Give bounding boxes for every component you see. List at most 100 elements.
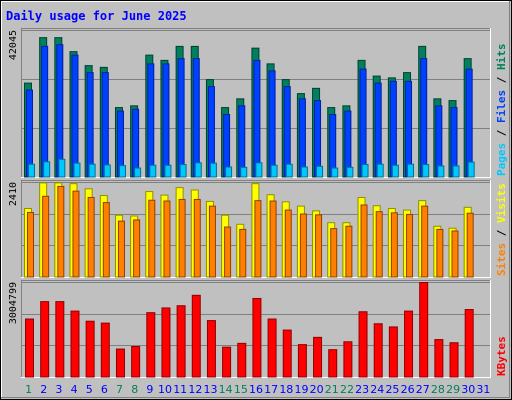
bar-pages-day-16 (255, 162, 263, 178)
bar-files-day-10 (162, 63, 170, 178)
bar-sites-day-11 (178, 198, 186, 278)
x-label-day-6: 6 (101, 383, 108, 396)
bar-files-day-6 (101, 72, 109, 178)
x-label-day-2: 2 (40, 383, 47, 396)
bar-kbytes-day-2 (40, 301, 50, 378)
bar-pages-day-9 (149, 164, 157, 178)
x-label-day-14: 14 (219, 383, 233, 396)
bar-kbytes-day-30 (464, 309, 474, 378)
bar-pages-day-8 (134, 167, 142, 178)
bar-pages-day-26 (407, 163, 415, 178)
bar-pages-day-17 (270, 164, 278, 178)
bar-pages-day-4 (73, 162, 81, 178)
bar-pages-day-10 (164, 164, 172, 178)
y-max-label: 2410 (8, 182, 19, 206)
bar-pages-day-29 (452, 165, 460, 178)
x-label-day-29: 29 (446, 383, 460, 396)
bar-kbytes-day-24 (373, 323, 383, 378)
bar-kbytes-day-3 (55, 301, 65, 378)
bar-kbytes-day-17 (267, 318, 277, 378)
series-sites (27, 185, 474, 278)
bar-kbytes-day-14 (222, 346, 232, 378)
x-label-day-4: 4 (71, 383, 78, 396)
legend-hits-files-pages: Pages / Files / Hits (495, 44, 508, 177)
legend-files: Files (495, 90, 508, 123)
bar-pages-day-25 (391, 164, 399, 178)
bar-sites-day-14 (224, 226, 232, 278)
bar-kbytes-day-29 (449, 342, 459, 378)
bar-sites-day-7 (117, 220, 125, 278)
bar-files-day-8 (132, 108, 140, 178)
x-axis-labels: 1 2 3 4 5 6 7 8 9 10 11 12 13 14 15 16 17 18 19 20 21 22 23 24 2… (25, 383, 490, 396)
x-label-day-25: 25 (385, 383, 399, 396)
bar-sites-day-20 (315, 214, 323, 278)
x-label-day-23: 23 (355, 383, 369, 396)
x-label-day-21: 21 (325, 383, 339, 396)
bar-kbytes-day-13 (206, 320, 216, 378)
bar-pages-day-2 (43, 161, 51, 178)
panel-visits-sites: 2410 Sites / Visits (8, 180, 508, 278)
legend-pages: Pages (495, 143, 508, 176)
x-label-day-31: 31 (476, 383, 490, 396)
bar-kbytes-day-16 (252, 297, 262, 378)
bar-pages-day-23 (361, 164, 369, 178)
bar-sites-day-21 (330, 228, 338, 278)
chart-panels: 42045 Pages / Files / Hits 2410 Sites / Vis… (8, 28, 508, 378)
bar-sites-day-5 (87, 196, 95, 278)
bar-files-day-3 (56, 44, 64, 178)
x-label-day-17: 17 (264, 383, 278, 396)
bar-kbytes-day-26 (404, 310, 414, 378)
bar-files-day-11 (177, 58, 185, 178)
bar-kbytes-day-10 (161, 307, 171, 378)
x-label-day-8: 8 (131, 383, 138, 396)
bar-files-day-18 (283, 86, 291, 178)
x-label-day-3: 3 (55, 383, 62, 396)
bar-sites-day-30 (466, 212, 474, 278)
series-files (26, 44, 473, 178)
legend-kbytes: KBytes (495, 336, 508, 376)
bar-kbytes-day-22 (343, 341, 353, 378)
bar-pages-day-22 (346, 166, 354, 178)
bar-sites-day-6 (102, 202, 110, 278)
bar-kbytes-day-9 (146, 312, 156, 378)
chart-title: Daily usage for June 2025 (6, 9, 187, 23)
bar-kbytes-day-27 (419, 282, 429, 378)
x-label-day-10: 10 (158, 383, 172, 396)
bar-pages-day-20 (316, 165, 324, 178)
bar-kbytes-day-28 (434, 339, 444, 378)
x-label-day-12: 12 (188, 383, 202, 396)
bar-pages-day-21 (331, 167, 339, 178)
bar-kbytes-day-4 (70, 310, 80, 378)
bar-kbytes-day-8 (131, 346, 141, 378)
bar-files-day-20 (314, 100, 322, 178)
bar-files-day-25 (389, 80, 397, 178)
y-max-label: 42045 (8, 30, 19, 60)
x-label-day-1: 1 (25, 383, 32, 396)
bar-kbytes-day-6 (100, 322, 110, 378)
bar-pages-day-11 (179, 164, 187, 178)
bar-files-day-4 (71, 54, 79, 178)
bar-sites-day-17 (269, 200, 277, 278)
bar-sites-day-25 (390, 212, 398, 278)
bar-sites-day-18 (284, 209, 292, 278)
x-label-day-13: 13 (204, 383, 218, 396)
bar-pages-day-5 (88, 163, 96, 178)
bar-pages-day-28 (437, 165, 445, 178)
bar-sites-day-23 (360, 204, 368, 278)
bar-sites-day-4 (72, 190, 80, 278)
x-label-day-16: 16 (249, 383, 263, 396)
bar-pages-day-1 (28, 163, 35, 178)
y-max-label: 3004799 (8, 282, 19, 324)
bar-sites-day-13 (208, 205, 216, 278)
bar-kbytes-day-11 (176, 305, 186, 378)
legend-visits-sites: Sites / Visits (495, 183, 508, 276)
bar-kbytes-day-20 (313, 336, 323, 378)
x-label-day-15: 15 (234, 383, 248, 396)
bar-files-day-2 (41, 45, 49, 178)
x-label-day-20: 20 (310, 383, 324, 396)
bar-files-day-23 (359, 68, 367, 178)
bar-kbytes-day-19 (297, 344, 307, 378)
bar-sites-day-27 (421, 205, 429, 278)
bar-kbytes-day-23 (358, 311, 368, 378)
